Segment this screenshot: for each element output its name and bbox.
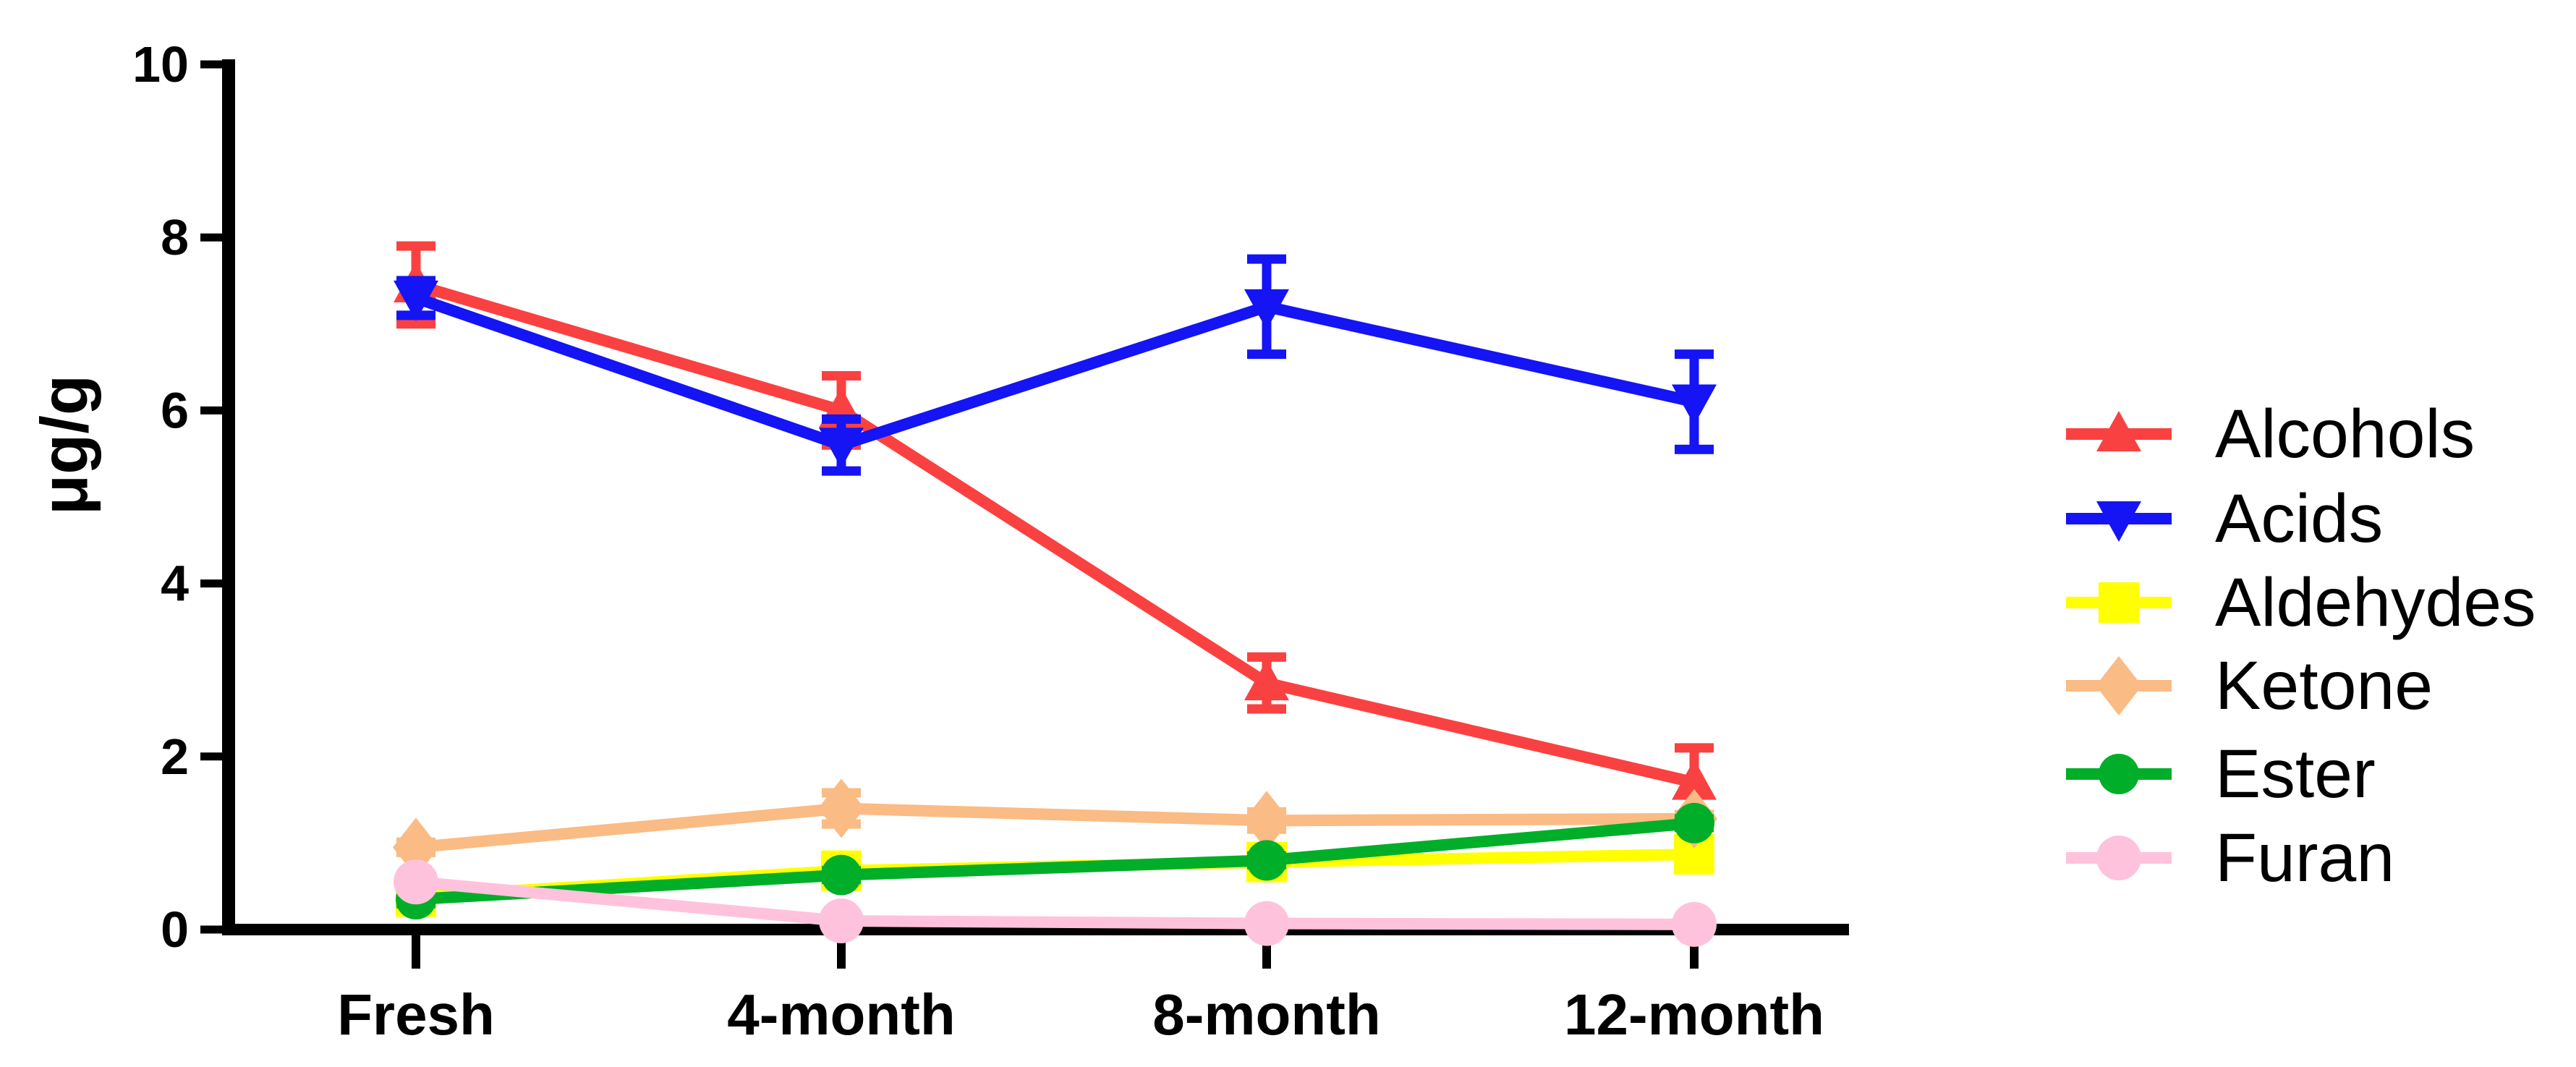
x-axis-label: Fresh bbox=[337, 982, 495, 1047]
legend-marker-acids bbox=[2096, 501, 2141, 542]
y-tick-label: 10 bbox=[132, 36, 189, 93]
y-tick-label: 2 bbox=[161, 728, 189, 785]
marker-furan bbox=[1244, 901, 1289, 946]
marker-furan bbox=[394, 859, 438, 905]
legend-marker-aldehydes bbox=[2099, 582, 2139, 623]
x-axis-label: 8-month bbox=[1152, 982, 1381, 1047]
y-tick-label: 6 bbox=[161, 382, 189, 438]
y-tick-label: 4 bbox=[161, 556, 189, 612]
legend-label: Acids bbox=[2215, 480, 2383, 557]
series-line-acids bbox=[414, 292, 1696, 451]
legend-label: Alcohols bbox=[2215, 396, 2475, 472]
marker-furan bbox=[819, 898, 864, 944]
marker-acids bbox=[819, 428, 864, 469]
marker-alcohols bbox=[1672, 759, 1717, 800]
marker-ester bbox=[1246, 840, 1287, 881]
legend-marker-ester bbox=[2099, 754, 2139, 794]
legend-marker-ketone bbox=[2096, 656, 2142, 715]
marker-alcohols bbox=[1244, 660, 1289, 701]
legend-marker-furan bbox=[2096, 836, 2141, 880]
marker-ester bbox=[821, 854, 862, 896]
legend-label: Aldehydes bbox=[2215, 564, 2536, 641]
series-line-ketone bbox=[415, 802, 1695, 854]
y-axis-title: μg/g bbox=[27, 374, 102, 516]
series-line-alcohols bbox=[414, 279, 1696, 788]
legend-marker-alcohols bbox=[2096, 411, 2141, 451]
marker-ester bbox=[1674, 802, 1714, 843]
marker-furan bbox=[1672, 901, 1717, 947]
legend-label: Ester bbox=[2215, 736, 2376, 812]
series-line-ester bbox=[415, 817, 1695, 906]
x-axis-label: 4-month bbox=[727, 982, 956, 1047]
marker-acids bbox=[1672, 384, 1717, 425]
marker-ketone bbox=[393, 817, 439, 877]
y-tick-label: 0 bbox=[161, 901, 189, 958]
legend-label: Ketone bbox=[2215, 647, 2433, 724]
legend-label: Furan bbox=[2215, 820, 2394, 896]
marker-ketone bbox=[1244, 791, 1290, 851]
series-line-furan bbox=[415, 876, 1695, 930]
x-axis-label: 12-month bbox=[1564, 982, 1824, 1047]
marker-acids bbox=[1244, 289, 1289, 330]
y-tick-label: 8 bbox=[161, 209, 189, 265]
marker-acids bbox=[394, 280, 438, 321]
marker-ketone bbox=[818, 778, 864, 838]
